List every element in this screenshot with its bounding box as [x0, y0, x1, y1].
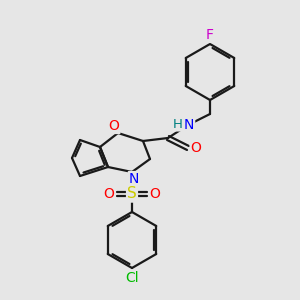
Text: F: F [206, 28, 214, 42]
Text: H: H [173, 118, 183, 130]
Text: O: O [109, 119, 119, 133]
Text: O: O [150, 187, 160, 201]
Text: O: O [190, 141, 201, 155]
Text: S: S [127, 187, 137, 202]
Text: O: O [103, 187, 114, 201]
Text: N: N [184, 118, 194, 132]
Text: N: N [129, 172, 139, 186]
Text: Cl: Cl [125, 271, 139, 285]
